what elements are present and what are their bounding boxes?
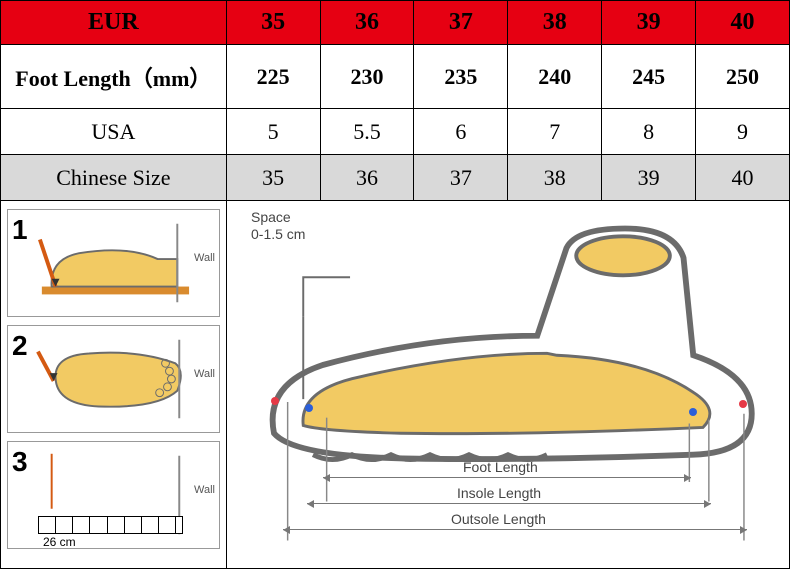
- ruler-mark: 26 cm: [43, 535, 76, 549]
- cell: 7: [508, 109, 602, 155]
- wall-label: Wall: [194, 368, 215, 380]
- measurement-steps: 1 Wall 2: [1, 201, 227, 568]
- cell: 8: [602, 109, 696, 155]
- step1-illustration: [8, 210, 219, 316]
- step-2: 2 Wall: [7, 325, 220, 433]
- cell: 40: [696, 1, 790, 45]
- cell: 5: [226, 109, 320, 155]
- cell: 36: [320, 1, 414, 45]
- foot-length-line: [323, 477, 691, 478]
- cell: 35: [226, 155, 320, 201]
- outsole-length-label: Outsole Length: [451, 511, 546, 527]
- cell: 250: [696, 45, 790, 109]
- cell: 37: [414, 1, 508, 45]
- cell: 240: [508, 45, 602, 109]
- ruler-icon: 26 cm: [38, 516, 183, 534]
- space-label-line2: 0-1.5 cm: [251, 226, 305, 242]
- row-chinese: Chinese Size 35 36 37 38 39 40: [1, 155, 790, 201]
- row-label: USA: [1, 109, 227, 155]
- cell: 6: [414, 109, 508, 155]
- step2-illustration: [8, 326, 219, 432]
- row-label: Chinese Size: [1, 155, 227, 201]
- cell: 37: [414, 155, 508, 201]
- outsole-heel-dot: [739, 400, 747, 408]
- step-1: 1 Wall: [7, 209, 220, 317]
- cell: 230: [320, 45, 414, 109]
- cell: 39: [602, 155, 696, 201]
- row-foot-length: Foot Length（mm） 225 230 235 240 245 250: [1, 45, 790, 109]
- row-eur: EUR 35 36 37 38 39 40: [1, 1, 790, 45]
- foot-heel-dot: [689, 408, 697, 416]
- cell: 40: [696, 155, 790, 201]
- foot-length-label: Foot Length: [463, 459, 538, 475]
- cell: 35: [226, 1, 320, 45]
- step-3: 3 26 cm Wall: [7, 441, 220, 549]
- diagram-area: 1 Wall 2: [0, 201, 790, 569]
- cell: 9: [696, 109, 790, 155]
- row-label: Foot Length（mm）: [1, 45, 227, 109]
- cell: 225: [226, 45, 320, 109]
- cell: 38: [508, 1, 602, 45]
- cell: 235: [414, 45, 508, 109]
- outsole-length-line: [283, 529, 747, 530]
- space-label: Space 0-1.5 cm: [251, 209, 305, 243]
- insole-length-line: [307, 503, 711, 504]
- shoe-cross-section: [235, 209, 781, 560]
- wall-label: Wall: [194, 252, 215, 264]
- cell: 5.5: [320, 109, 414, 155]
- insole-length-label: Insole Length: [457, 485, 541, 501]
- cell: 39: [602, 1, 696, 45]
- space-label-line1: Space: [251, 209, 291, 225]
- size-table: EUR 35 36 37 38 39 40 Foot Length（mm） 22…: [0, 0, 790, 201]
- cell: 38: [508, 155, 602, 201]
- outsole-toe-dot: [271, 397, 279, 405]
- row-usa: USA 5 5.5 6 7 8 9: [1, 109, 790, 155]
- shoe-diagram: Space 0-1.5 cm Foo: [227, 201, 789, 568]
- foot-toe-dot: [305, 404, 313, 412]
- wall-label: Wall: [194, 484, 215, 496]
- row-label: EUR: [1, 1, 227, 45]
- cell: 36: [320, 155, 414, 201]
- cell: 245: [602, 45, 696, 109]
